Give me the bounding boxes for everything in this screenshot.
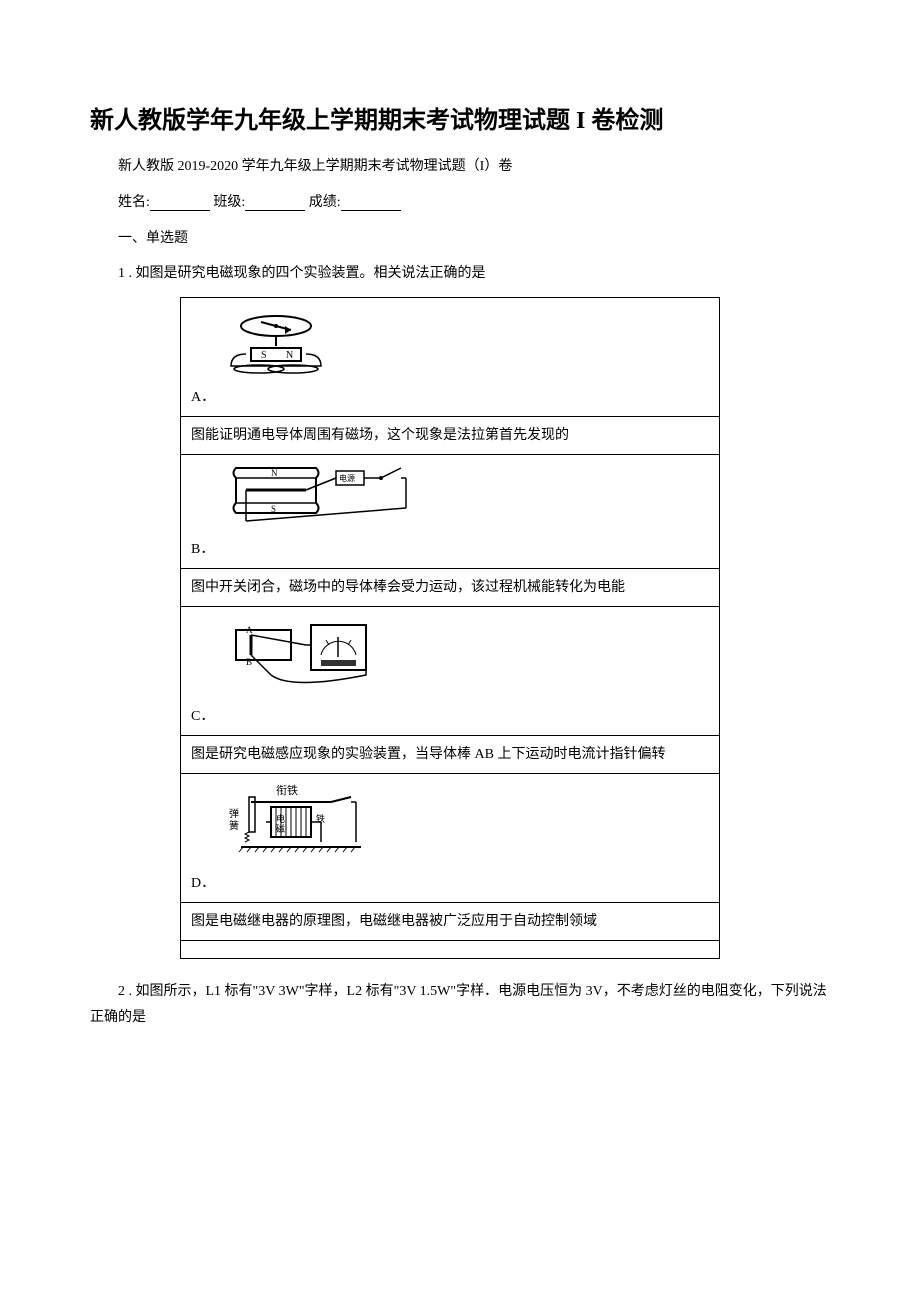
svg-text:B: B [246,657,252,667]
option-label-b: B． [191,542,214,557]
motor-circuit-icon: N S 电源 [221,463,411,528]
table-row: 衔铁 电 磁 铁 弹 簧 [181,774,720,903]
option-label-a: A． [191,390,215,405]
magnet-compass-icon: S N [221,306,331,376]
svg-text:衔铁: 衔铁 [276,784,298,797]
table-row [181,941,720,959]
table-row: 图中开关闭合，磁场中的导体棒会受力运动，该过程机械能转化为电能 [181,569,720,607]
question-2-text: 2 . 如图所示，L1 标有"3V 3W"字样，L2 标有"3V 1.5W"字样… [90,979,830,1029]
section-heading: 一、单选题 [90,227,830,247]
svg-text:A: A [246,625,253,635]
table-row: 图能证明通电导体周围有磁场，这个现象是法拉第首先发现的 [181,417,720,455]
table-row: 图是研究电磁感应现象的实验装置，当导体棒 AB 上下运动时电流计指针偏转 [181,736,720,774]
page-title: 新人教版学年九年级上学期期末考试物理试题 I 卷检测 [90,100,830,135]
class-blank [245,195,305,211]
diagram-a: S N [221,306,331,376]
svg-text:N: N [271,468,278,478]
table-row: A B C． [181,607,720,736]
question-1-options-table: S N A． 图能证明通电导体周围有磁场，这个现象是法拉第首先发现的 N S [180,297,720,959]
table-row: N S 电源 B． [181,455,720,569]
question-1-text: 1 . 如图是研究电磁现象的四个实验装置。相关说法正确的是 [90,263,830,285]
svg-text:电源: 电源 [339,473,355,483]
option-label-d: D． [191,876,215,891]
diagram-b: N S 电源 [221,463,411,528]
induction-galvanometer-icon: A B [221,615,391,695]
diagram-d: 衔铁 电 磁 铁 弹 簧 [221,782,371,862]
svg-text:N: N [286,350,293,361]
relay-circuit-icon: 衔铁 电 磁 铁 弹 簧 [221,782,371,862]
score-blank [341,195,401,211]
student-info-line: 姓名: 班级: 成绩: [90,191,830,211]
svg-text:S: S [271,504,276,514]
svg-text:簧: 簧 [229,819,239,832]
table-row: 图是电磁继电器的原理图，电磁继电器被广泛应用于自动控制领域 [181,903,720,941]
svg-text:S: S [261,350,267,361]
class-label: 班级: [213,195,245,210]
score-label: 成绩: [309,195,341,210]
svg-text:电: 电 [276,813,285,824]
svg-text:弹: 弹 [229,807,239,820]
name-label: 姓名: [118,195,150,210]
table-row: S N A． [181,298,720,417]
name-blank [150,195,210,211]
diagram-c: A B [221,615,391,695]
subtitle: 新人教版 2019-2020 学年九年级上学期期末考试物理试题（I）卷 [90,155,830,175]
option-label-c: C． [191,709,214,724]
svg-text:磁: 磁 [276,823,285,834]
